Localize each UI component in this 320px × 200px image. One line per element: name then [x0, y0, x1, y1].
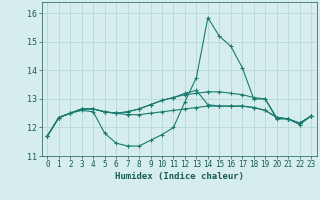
X-axis label: Humidex (Indice chaleur): Humidex (Indice chaleur) — [115, 172, 244, 181]
